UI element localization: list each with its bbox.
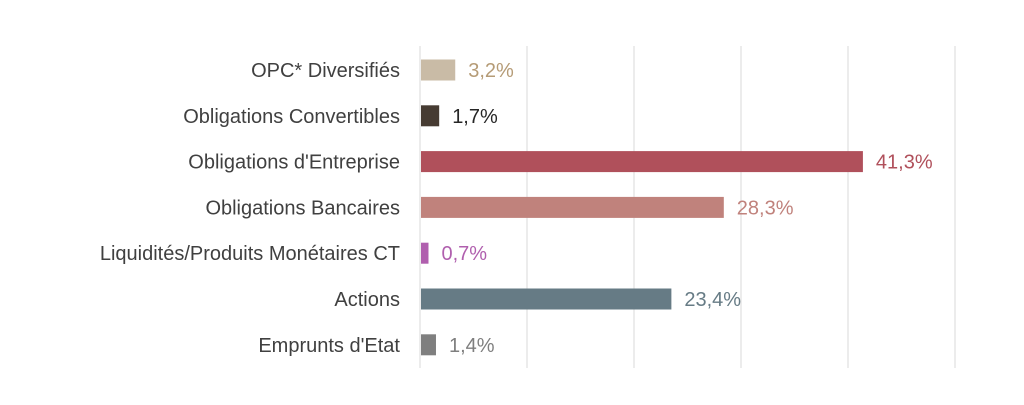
bar <box>421 334 436 356</box>
value-label: 28,3% <box>737 197 794 219</box>
bars <box>421 59 863 356</box>
bar <box>421 105 440 127</box>
bar <box>421 196 724 218</box>
value-label: 23,4% <box>684 289 741 311</box>
value-label: 0,7% <box>441 243 487 265</box>
labels: OPC* Diversifiés 3,2% Obligations Converti… <box>100 60 933 357</box>
bar <box>421 242 429 264</box>
bar <box>421 59 456 81</box>
category-label: Emprunts d'Etat <box>258 335 400 357</box>
category-label: OPC* Diversifiés <box>251 60 400 82</box>
category-label: Obligations Bancaires <box>205 197 400 219</box>
value-label: 1,4% <box>449 335 495 357</box>
category-label: Obligations Convertibles <box>183 106 400 128</box>
category-label: Obligations d'Entreprise <box>188 152 400 174</box>
bar <box>421 151 863 173</box>
bar <box>421 288 672 310</box>
value-label: 1,7% <box>452 106 498 128</box>
category-label: Liquidités/Produits Monétaires CT <box>100 243 400 265</box>
value-label: 41,3% <box>876 152 933 174</box>
value-label: 3,2% <box>468 60 514 82</box>
category-label: Actions <box>334 289 400 311</box>
